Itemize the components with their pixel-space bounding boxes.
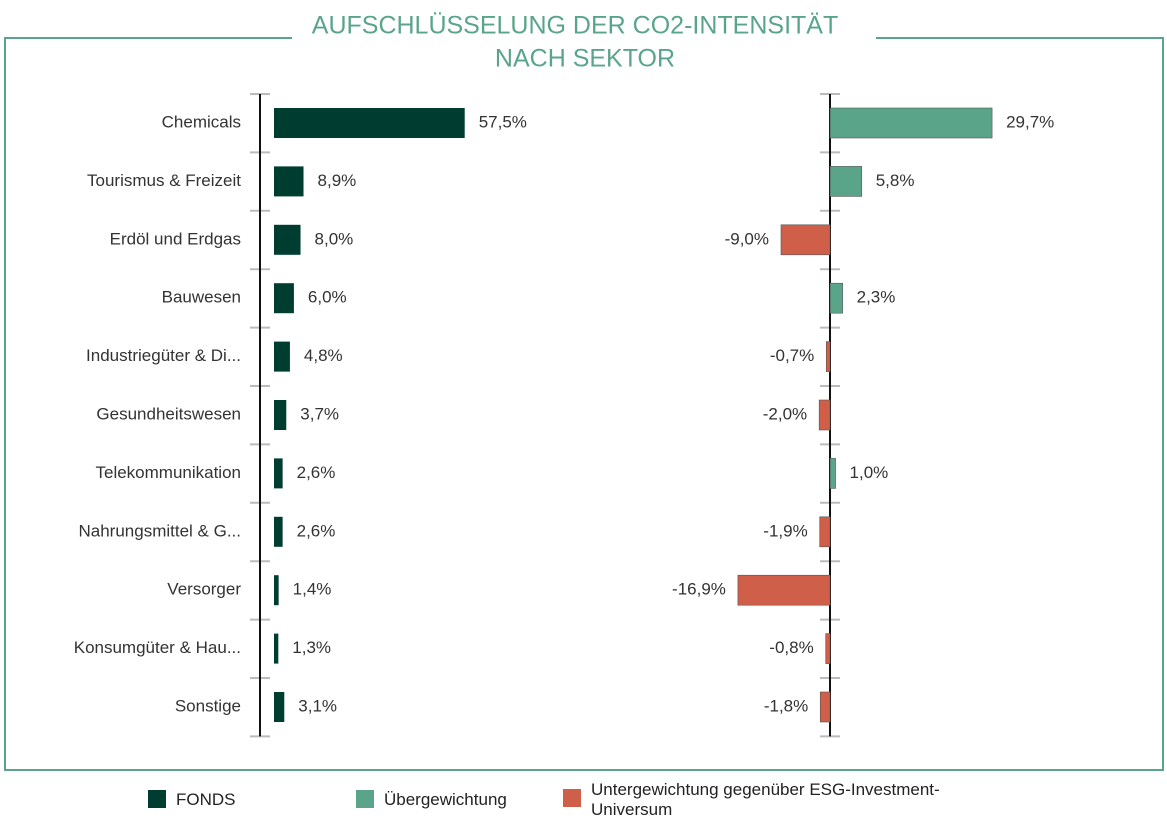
legend-label: Untergewichtung gegenüber ESG-Investment… <box>591 780 940 819</box>
category-label: Gesundheitswesen <box>96 404 241 423</box>
chart: AUFSCHLÜSSELUNG DER CO2-INTENSITÄT NACH … <box>4 12 1164 771</box>
bar <box>829 458 836 489</box>
legend-item: Untergewichtung gegenüber ESG-Investment… <box>563 780 983 820</box>
category-label: Sonstige <box>175 696 241 715</box>
value-label: 4,8% <box>304 346 343 365</box>
category-label: Bauwesen <box>162 288 241 307</box>
value-label: 57,5% <box>479 112 527 131</box>
value-label: 8,9% <box>318 171 357 190</box>
category-label: Telekommunikation <box>95 463 241 482</box>
value-label: 1,4% <box>293 580 332 599</box>
bar <box>829 166 863 197</box>
bar <box>274 108 465 138</box>
frame <box>4 37 1164 771</box>
category-label: Versorger <box>167 580 241 599</box>
value-label: -0,8% <box>769 638 813 657</box>
bar <box>825 341 831 372</box>
value-label: -1,8% <box>764 696 808 715</box>
legend-swatch <box>563 789 581 807</box>
value-label: -2,0% <box>763 404 807 423</box>
value-label: 1,0% <box>850 463 889 482</box>
value-label: 1,3% <box>292 638 331 657</box>
bar <box>819 516 831 548</box>
value-label: 2,6% <box>297 463 336 482</box>
bar <box>274 516 283 547</box>
value-label: 2,6% <box>297 521 336 540</box>
legend-label: FONDS <box>176 790 236 809</box>
legend-item: FONDS <box>148 790 236 810</box>
bar <box>274 575 279 606</box>
category-label: Nahrungsmittel & G... <box>78 521 241 540</box>
category-label: Erdöl und Erdgas <box>110 229 241 248</box>
legend-label: Übergewichtung <box>384 790 507 809</box>
bar <box>274 224 301 255</box>
bar <box>274 166 304 197</box>
category-label: Chemicals <box>162 112 241 131</box>
value-label: 6,0% <box>308 288 347 307</box>
bar <box>819 691 831 723</box>
chart-title: AUFSCHLÜSSELUNG DER CO2-INTENSITÄT <box>312 12 838 40</box>
bar <box>274 283 294 314</box>
category-label: Industriegüter & Di... <box>86 346 241 365</box>
bar <box>818 399 831 431</box>
bar <box>274 400 287 430</box>
value-label: 29,7% <box>1006 112 1054 131</box>
bar <box>737 574 831 606</box>
bar <box>274 692 285 722</box>
value-label: 8,0% <box>315 229 354 248</box>
value-label: 3,1% <box>298 696 337 715</box>
value-label: -16,9% <box>672 580 726 599</box>
bar <box>829 107 993 139</box>
category-label: Konsumgüter & Hau... <box>74 638 241 657</box>
bar <box>825 633 831 664</box>
value-label: -1,9% <box>763 521 807 540</box>
legend-swatch <box>148 790 166 808</box>
legend-swatch <box>356 790 374 808</box>
chart-title: NACH SEKTOR <box>495 45 675 73</box>
value-label: -0,7% <box>770 346 814 365</box>
bar <box>829 282 843 314</box>
bar <box>780 224 831 256</box>
value-label: 5,8% <box>876 171 915 190</box>
value-label: -9,0% <box>725 229 769 248</box>
bar <box>274 458 283 489</box>
category-label: Tourismus & Freizeit <box>87 171 241 190</box>
legend-item: Übergewichtung <box>356 790 507 810</box>
bar <box>274 633 279 664</box>
value-label: 3,7% <box>300 404 339 423</box>
bar <box>274 341 290 372</box>
value-label: 2,3% <box>857 288 896 307</box>
